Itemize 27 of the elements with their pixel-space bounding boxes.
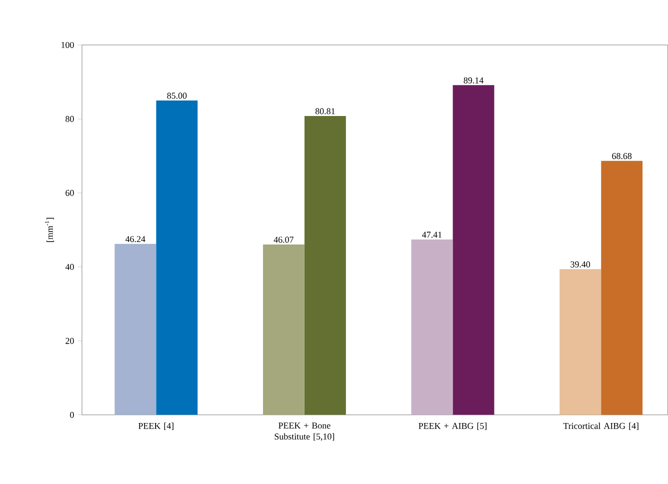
y-tick-label: 100 — [62, 42, 74, 48]
data-label: 68.68 — [612, 153, 632, 160]
data-label: 85.00 — [167, 92, 187, 99]
bar — [156, 100, 198, 415]
y-tick-label: 20 — [66, 338, 74, 344]
x-tick-label: PEEK + Bone Substitute [5,10] — [274, 422, 334, 441]
x-tick-label: Tricortical AIBG [4] — [563, 422, 638, 430]
data-label: 46.24 — [125, 236, 146, 242]
bar — [411, 240, 453, 415]
data-label: 39.40 — [570, 261, 590, 268]
data-label: 80.81 — [315, 108, 335, 114]
y-tick-label: 40 — [65, 264, 74, 270]
x-tick-label: PEEK + AIBG [5] — [418, 422, 486, 430]
data-label: 89.14 — [464, 77, 484, 84]
bar — [560, 269, 602, 415]
bar — [304, 116, 346, 415]
x-tick-label: PEEK [4] — [138, 422, 174, 430]
data-label: 47.41 — [422, 232, 442, 238]
y-tick-label: 60 — [66, 190, 74, 196]
data-label: 46.07 — [274, 236, 294, 243]
bar — [452, 85, 494, 415]
y-axis-title: [mm$^{-1}$] — [44, 218, 54, 242]
bar — [114, 244, 156, 415]
bar — [601, 160, 643, 415]
y-tick-label: 0 — [70, 412, 74, 418]
y-tick-label: 80 — [66, 116, 74, 122]
bar — [262, 244, 304, 415]
